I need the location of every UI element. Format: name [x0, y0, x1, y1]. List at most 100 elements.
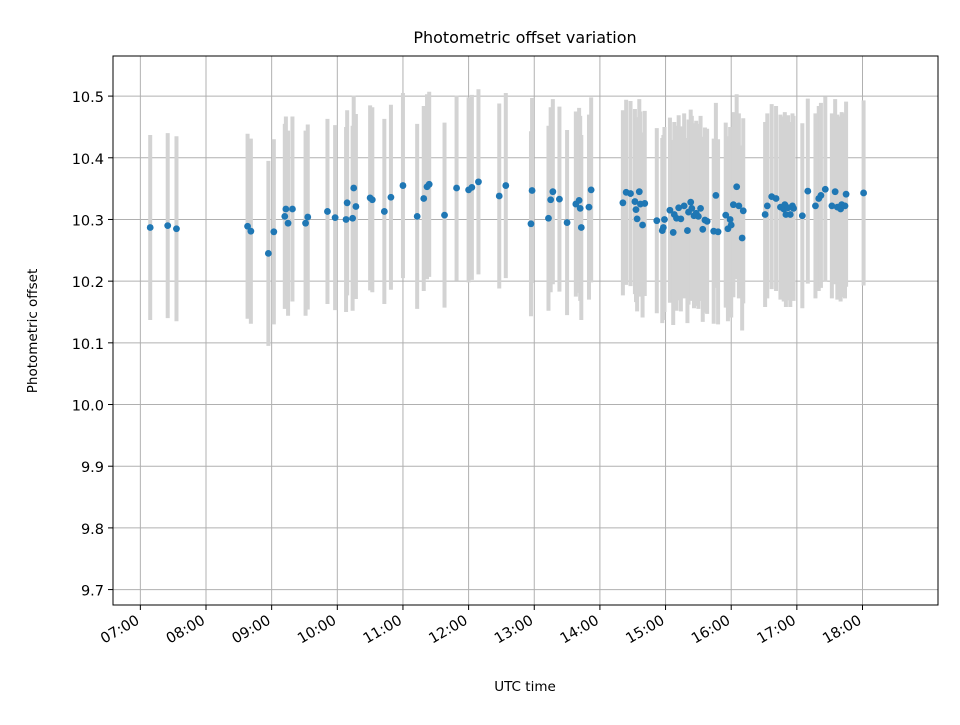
data-point — [302, 219, 309, 227]
y-tick-label: 10.0 — [72, 399, 104, 415]
y-tick-label: 10.1 — [72, 337, 104, 353]
data-point — [475, 178, 482, 186]
data-point — [659, 224, 667, 231]
data-point — [761, 211, 769, 218]
data-point — [528, 187, 536, 194]
data-point — [244, 222, 251, 230]
data-point — [173, 225, 180, 233]
data-point — [842, 190, 850, 198]
y-tick-label: 9.9 — [81, 460, 104, 476]
data-point — [413, 212, 421, 220]
data-point — [350, 184, 358, 192]
data-point — [575, 196, 583, 204]
data-point — [576, 204, 584, 212]
data-point — [284, 219, 292, 227]
data-point — [722, 211, 730, 219]
data-point — [669, 229, 677, 236]
data-point — [639, 221, 646, 229]
data-point — [549, 188, 557, 196]
plot-frame — [112, 55, 939, 606]
data-point — [545, 214, 552, 222]
data-points — [146, 178, 867, 257]
data-point — [563, 219, 571, 226]
data-point — [688, 204, 696, 212]
data-point — [729, 201, 737, 209]
data-point — [687, 198, 695, 206]
data-point — [680, 202, 688, 210]
data-point — [556, 195, 563, 203]
data-point — [821, 185, 829, 193]
data-point — [641, 200, 649, 207]
data-point — [495, 192, 503, 200]
data-point — [577, 224, 585, 231]
data-point — [247, 227, 255, 235]
data-point — [146, 224, 154, 231]
data-point — [380, 208, 388, 215]
data-point — [772, 195, 780, 202]
data-point — [425, 180, 433, 188]
y-axis-ticks: 9.7 9.8 9.9 10.0 10.1 10.2 10.3 10.4 10.5 — [72, 90, 113, 600]
data-point — [331, 214, 339, 222]
data-point — [694, 212, 702, 220]
y-tick-label: 10.2 — [72, 275, 104, 291]
data-point — [164, 222, 172, 230]
data-point — [714, 228, 722, 236]
data-point — [399, 182, 407, 189]
data-point — [727, 221, 735, 229]
data-point — [502, 182, 510, 189]
data-point — [735, 202, 743, 210]
data-point — [631, 198, 639, 205]
data-point — [342, 216, 350, 223]
data-point — [420, 195, 428, 202]
data-point — [798, 212, 806, 220]
data-point — [349, 214, 357, 222]
data-point — [441, 211, 448, 219]
data-point — [387, 193, 395, 201]
data-point — [726, 216, 734, 223]
data-point — [804, 187, 812, 195]
y-tick-label: 10.3 — [72, 213, 104, 229]
data-point — [763, 202, 771, 210]
data-point — [828, 202, 836, 210]
data-point — [738, 234, 746, 242]
data-point — [264, 249, 272, 257]
data-point — [661, 216, 668, 223]
data-point — [282, 205, 290, 213]
data-point — [289, 205, 296, 213]
y-tick-label: 10.4 — [72, 152, 104, 168]
data-point — [675, 204, 683, 212]
data-point — [790, 204, 797, 212]
data-point — [860, 189, 867, 197]
data-point — [587, 186, 595, 194]
data-point — [699, 225, 707, 233]
data-point — [812, 202, 819, 210]
data-point — [739, 207, 747, 215]
data-point — [324, 208, 331, 215]
data-point — [666, 206, 674, 214]
data-point — [733, 183, 741, 191]
data-point — [831, 188, 839, 196]
data-point — [343, 199, 351, 207]
data-point — [786, 211, 794, 218]
data-point — [304, 213, 312, 221]
data-point — [712, 192, 720, 199]
data-point — [627, 190, 634, 197]
data-point — [677, 215, 685, 223]
y-axis-label: Photometric offset — [25, 269, 41, 393]
data-point — [527, 220, 535, 228]
data-point — [281, 212, 289, 220]
data-point — [585, 203, 593, 211]
data-point — [841, 202, 849, 210]
y-tick-label: 10.5 — [72, 90, 104, 106]
data-point — [635, 188, 643, 196]
data-point — [368, 196, 376, 204]
data-point — [703, 217, 711, 225]
data-point — [817, 192, 825, 199]
data-point — [352, 203, 360, 210]
data-point — [619, 199, 627, 207]
chart-title: Photometric offset variation — [413, 28, 636, 47]
data-point — [684, 227, 691, 234]
y-tick-label: 9.7 — [81, 584, 104, 600]
